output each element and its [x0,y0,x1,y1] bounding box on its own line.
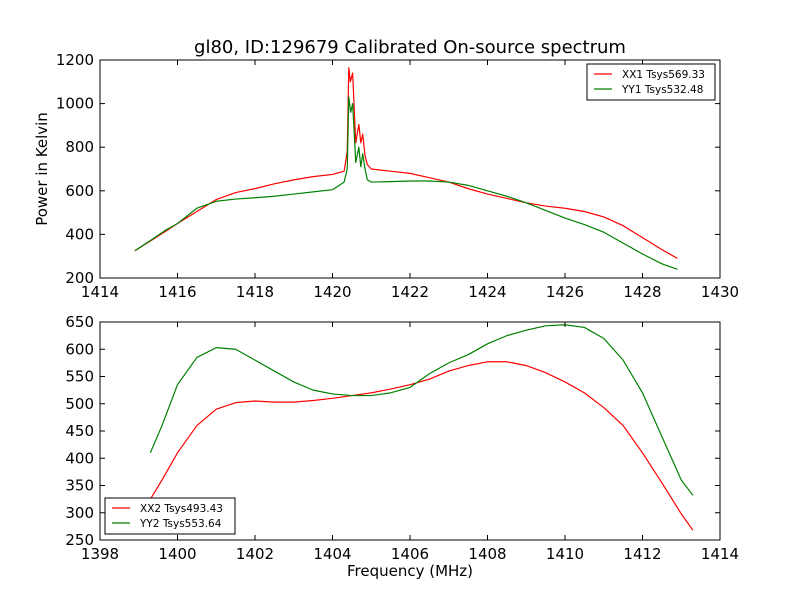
bottom-ytick-label: 450 [65,422,94,440]
bottom-ytick-label: 650 [65,313,94,331]
top-xtick-label: 1428 [623,283,661,301]
bottom-xtick-label: 1404 [313,545,351,563]
top-legend-box [586,63,716,101]
bottom-ytick-label: 300 [65,504,94,522]
top-plot-ylabel: Power in Kelvin [33,112,51,226]
top-plot-series [134,67,678,270]
figure-title: gl80, ID:129679 Calibrated On-source spe… [194,37,626,58]
bottom-legend-label-yy2: YY2 Tsys553.64 [139,518,222,530]
bottom-ytick-label: 550 [65,368,94,386]
top-ytick-label: 1000 [56,95,94,113]
bottom-series-line-1 [149,361,694,531]
top-plot-ticks: 1414 1416 1418 1420 1422 1424 1426 1428 1430 200 4… [56,51,739,301]
top-xtick-label: 1430 [701,283,739,301]
top-ytick-label: 800 [65,138,94,156]
bottom-plot-ticks: 1398 1400 1402 1404 1406 1408 1410 1412 1414 250 3… [65,313,739,563]
bottom-legend-box [104,497,236,535]
top-ytick-label: 400 [65,225,94,243]
bottom-ytick-label: 600 [65,340,94,358]
bottom-plot-series [149,324,694,531]
top-legend-label-xx1: XX1 Tsys569.33 [622,69,705,81]
top-xtick-label: 1420 [313,283,351,301]
top-xtick-label: 1422 [391,283,429,301]
top-ytick-label: 200 [65,269,94,287]
bottom-xtick-label: 1400 [158,545,196,563]
bottom-ytick-label: 400 [65,449,94,467]
top-series-line-1 [134,67,678,259]
bottom-xtick-label: 1410 [546,545,584,563]
bottom-legend-label-xx2: XX2 Tsys493.43 [140,503,223,515]
bottom-ytick-label: 250 [65,531,94,549]
top-xtick-label: 1414 [81,283,119,301]
top-xtick-label: 1424 [468,283,506,301]
bottom-xtick-label: 1402 [236,545,274,563]
bottom-legend: XX2 Tsys493.43 YY2 Tsys553.64 [104,497,236,535]
top-xtick-label: 1426 [546,283,584,301]
top-legend-label-yy1: YY1 Tsys532.48 [621,84,703,96]
top-series-line-2 [134,96,678,270]
bottom-xtick-label: 1406 [391,545,429,563]
bottom-plot-xlabel: Frequency (MHz) [347,562,473,580]
bottom-xtick-label: 1414 [701,545,739,563]
top-ytick-label: 600 [65,182,94,200]
bottom-plot: 1398 1400 1402 1404 1406 1408 1410 1412 1414 250 3… [65,313,739,580]
bottom-ytick-label: 500 [65,395,94,413]
bottom-xtick-label: 1398 [81,545,119,563]
top-xtick-label: 1418 [236,283,274,301]
bottom-series-line-2 [149,324,694,496]
top-xtick-label: 1416 [158,283,196,301]
top-ytick-label: 1200 [56,51,94,69]
bottom-xtick-label: 1412 [623,545,661,563]
top-plot: 1414 1416 1418 1420 1422 1424 1426 1428 1430 200 4… [33,51,739,301]
bottom-ytick-label: 350 [65,477,94,495]
bottom-xtick-label: 1408 [468,545,506,563]
top-legend: XX1 Tsys569.33 YY1 Tsys532.48 [586,63,716,101]
